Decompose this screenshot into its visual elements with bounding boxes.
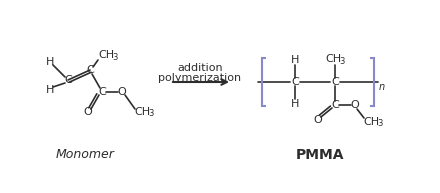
Text: 3: 3 [148,109,154,119]
Text: CH: CH [325,54,341,64]
Text: O: O [84,107,92,117]
Text: O: O [351,100,359,110]
Text: C: C [98,87,106,97]
Text: H: H [291,55,299,65]
Text: CH: CH [363,117,379,127]
Text: addition: addition [177,63,223,73]
Text: polymerization: polymerization [158,73,242,83]
Text: 3: 3 [112,52,117,62]
Text: Monomer: Monomer [55,148,114,162]
Text: H: H [46,85,54,95]
Text: CH: CH [98,50,114,60]
Text: C: C [331,100,339,110]
Text: O: O [314,115,323,125]
Text: C: C [291,77,299,87]
Text: n: n [379,82,385,92]
Text: 3: 3 [339,57,345,65]
Text: C: C [331,77,339,87]
Text: CH: CH [134,107,150,117]
Text: PMMA: PMMA [296,148,344,162]
Text: C: C [64,75,72,85]
Text: H: H [291,99,299,109]
Text: O: O [117,87,126,97]
Text: 3: 3 [378,119,383,129]
Text: C: C [86,65,94,75]
Text: H: H [46,57,54,67]
